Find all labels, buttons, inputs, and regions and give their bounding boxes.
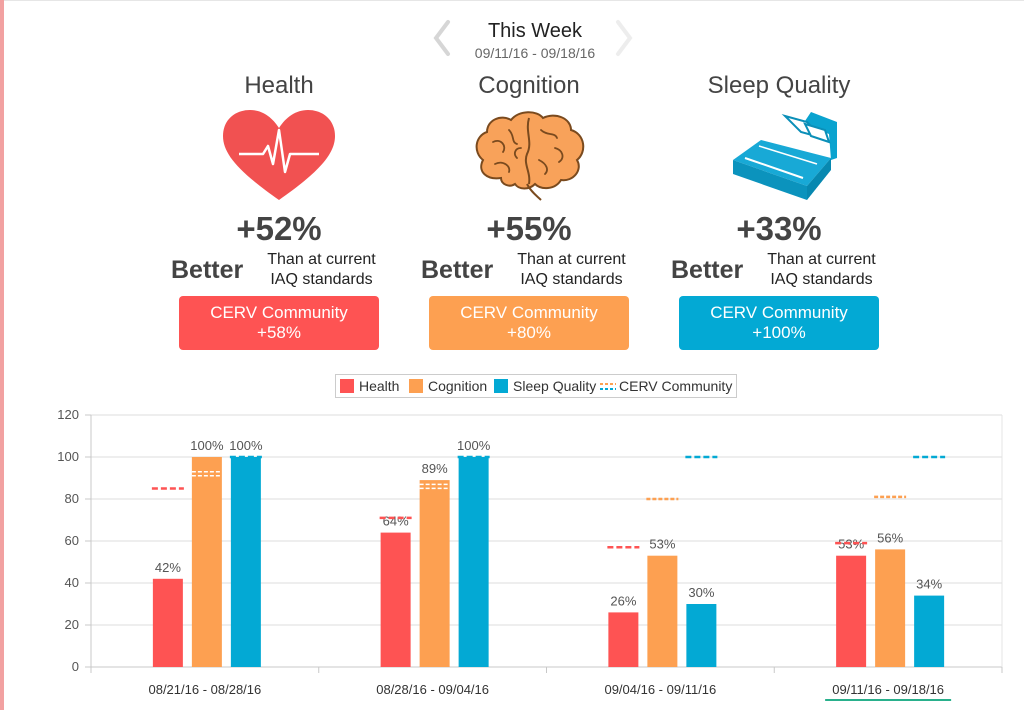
- bar-health: [380, 532, 411, 667]
- data-label: 26%: [610, 593, 636, 608]
- comparison-note: Than at current IAQ standards: [259, 250, 384, 290]
- bar-sleep-quality: [686, 604, 717, 667]
- bar-cognition: [647, 555, 678, 667]
- data-label: 42%: [155, 560, 181, 575]
- y-tick-label: 60: [65, 533, 79, 548]
- community-label: CERV Community: [710, 303, 848, 322]
- health-community-button[interactable]: CERV Community +58%: [179, 296, 379, 350]
- sleep-metric-card: Sleep Quality +33% Better Than at curren…: [671, 70, 924, 355]
- legend-label: Health: [359, 378, 400, 394]
- y-tick-label: 120: [57, 407, 79, 422]
- legend-item-cognition[interactable]: Cognition: [409, 378, 495, 394]
- community-value: +80%: [507, 323, 551, 342]
- community-label: CERV Community: [460, 303, 598, 322]
- x-tick-label: 09/04/16 - 09/11/16: [604, 682, 716, 697]
- y-tick-label: 80: [65, 491, 79, 506]
- data-label: 100%: [229, 438, 263, 453]
- cognition-community-button[interactable]: CERV Community +80%: [429, 296, 629, 350]
- metric-title: Health: [244, 72, 314, 99]
- legend-swatch-dashed: [600, 383, 616, 390]
- metric-title: Cognition: [478, 72, 580, 99]
- bar-health: [608, 612, 639, 667]
- health-metric-card: Health +52% Better Than at current IAQ s…: [171, 70, 424, 355]
- data-label: 34%: [916, 577, 942, 592]
- legend-item-health[interactable]: Health: [340, 378, 410, 394]
- better-label: Better: [421, 256, 494, 284]
- heart-pulse-icon: [223, 110, 335, 200]
- health-score: +52%: [236, 210, 322, 247]
- community-value: +58%: [257, 323, 301, 342]
- brain-icon: [475, 111, 585, 201]
- bar-cognition: [875, 549, 906, 667]
- bar-cognition: [191, 457, 222, 667]
- metric-title: Sleep Quality: [707, 72, 851, 99]
- week-title: This Week: [487, 20, 583, 42]
- legend-item-sleep[interactable]: Sleep Quality: [494, 378, 598, 394]
- sleep-community-button[interactable]: CERV Community +100%: [679, 296, 879, 350]
- week-navigator: This Week 09/11/16 - 09/18/16: [420, 18, 650, 68]
- legend-label: Cognition: [428, 378, 488, 394]
- cognition-score: +55%: [486, 210, 572, 247]
- x-tick-label: 08/28/16 - 09/04/16: [376, 682, 489, 697]
- comparison-note-line: Than at current: [267, 251, 376, 268]
- better-label: Better: [171, 256, 244, 284]
- top-divider: [4, 0, 1024, 1]
- legend-swatch: [409, 379, 423, 393]
- bar-cognition: [419, 480, 450, 667]
- y-tick-label: 0: [72, 659, 79, 674]
- chevron-right-icon[interactable]: [608, 18, 638, 58]
- comparison-note: Than at current IAQ standards: [509, 250, 634, 290]
- community-value: +100%: [752, 323, 806, 342]
- bar-sleep-quality: [458, 457, 489, 667]
- comparison-note-line: IAQ standards: [770, 271, 873, 288]
- bar-sleep-quality: [230, 457, 261, 667]
- data-label: 53%: [649, 537, 675, 552]
- data-label: 100%: [457, 438, 491, 453]
- weekly-bar-chart: 0 20 40 60 80 100 120 42% 100% 100% 08/21/16 - 08/…: [57, 407, 1003, 701]
- y-tick-label: 40: [65, 575, 79, 590]
- bed-icon: [733, 112, 837, 200]
- x-tick-label: 08/21/16 - 08/28/16: [148, 682, 261, 697]
- comparison-note-line: Than at current: [767, 251, 876, 268]
- week-range: 09/11/16 - 09/18/16: [474, 45, 596, 61]
- legend-swatch: [340, 379, 354, 393]
- comparison-note: Than at current IAQ standards: [759, 250, 884, 290]
- comparison-note-line: IAQ standards: [520, 271, 623, 288]
- comparison-note-line: IAQ standards: [270, 271, 373, 288]
- chart-legend: Health Cognition Sleep Quality CERV Comm…: [335, 374, 737, 398]
- better-label: Better: [671, 256, 744, 284]
- legend-item-community[interactable]: CERV Community: [600, 378, 734, 394]
- data-label: 30%: [688, 585, 714, 600]
- bar-health: [836, 555, 867, 667]
- comparison-note-line: Than at current: [517, 251, 626, 268]
- y-tick-label: 100: [57, 449, 79, 464]
- legend-label: CERV Community: [619, 378, 733, 394]
- bar-health: [152, 578, 183, 667]
- legend-swatch: [494, 379, 508, 393]
- data-label: 100%: [190, 438, 224, 453]
- cognition-metric-card: Cognition +55% Better Than at current IA…: [421, 70, 674, 355]
- data-label: 64%: [383, 514, 409, 529]
- left-accent-border: [0, 0, 4, 710]
- data-label: 53%: [838, 537, 864, 552]
- data-label: 89%: [422, 461, 448, 476]
- x-tick-label: 09/11/16 - 09/18/16: [832, 682, 944, 697]
- community-label: CERV Community: [210, 303, 348, 322]
- sleep-score: +33%: [736, 210, 822, 247]
- y-tick-label: 20: [65, 617, 79, 632]
- data-label: 56%: [877, 530, 903, 545]
- bar-sleep-quality: [914, 595, 945, 667]
- legend-label: Sleep Quality: [513, 378, 597, 394]
- chevron-left-icon[interactable]: [428, 18, 458, 58]
